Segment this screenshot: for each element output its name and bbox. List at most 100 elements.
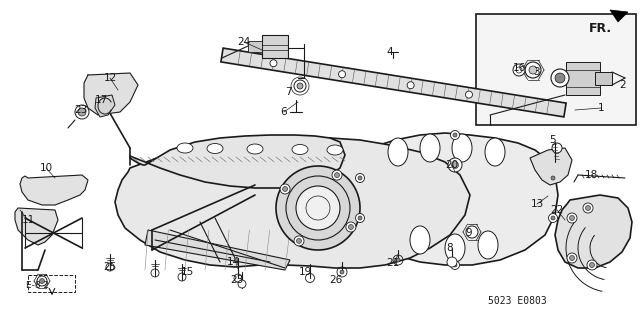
- Circle shape: [570, 256, 575, 261]
- Circle shape: [358, 176, 362, 180]
- Text: 18: 18: [584, 170, 598, 180]
- Circle shape: [396, 258, 400, 262]
- Ellipse shape: [207, 144, 223, 153]
- Circle shape: [525, 62, 541, 78]
- Polygon shape: [221, 48, 566, 117]
- Circle shape: [451, 261, 460, 270]
- Text: FR.: FR.: [588, 22, 612, 35]
- Ellipse shape: [247, 144, 263, 154]
- Circle shape: [296, 186, 340, 230]
- Polygon shape: [595, 72, 612, 85]
- Polygon shape: [262, 35, 288, 58]
- Ellipse shape: [292, 145, 308, 154]
- Text: 23: 23: [74, 105, 88, 115]
- Circle shape: [551, 176, 555, 180]
- Circle shape: [339, 71, 346, 78]
- Circle shape: [355, 213, 365, 222]
- Polygon shape: [20, 175, 88, 205]
- Circle shape: [551, 216, 555, 220]
- Circle shape: [589, 263, 595, 268]
- Circle shape: [75, 105, 89, 119]
- Circle shape: [283, 187, 287, 191]
- Circle shape: [466, 226, 478, 238]
- Ellipse shape: [420, 134, 440, 162]
- Circle shape: [346, 222, 356, 232]
- Circle shape: [37, 276, 47, 286]
- Text: 11: 11: [21, 215, 35, 225]
- Text: 5023 E0803: 5023 E0803: [488, 296, 547, 306]
- Circle shape: [335, 173, 339, 178]
- Text: 14: 14: [227, 257, 239, 267]
- Text: 22: 22: [550, 205, 564, 215]
- Circle shape: [407, 82, 414, 89]
- Circle shape: [348, 225, 353, 229]
- Ellipse shape: [327, 145, 343, 155]
- Ellipse shape: [410, 226, 430, 254]
- Text: 9: 9: [466, 228, 472, 238]
- Circle shape: [270, 60, 277, 67]
- Circle shape: [451, 161, 458, 168]
- Circle shape: [583, 203, 593, 213]
- Circle shape: [276, 166, 360, 250]
- Circle shape: [465, 91, 472, 98]
- Ellipse shape: [485, 138, 505, 166]
- Circle shape: [238, 280, 246, 288]
- Circle shape: [340, 270, 344, 274]
- Polygon shape: [348, 133, 558, 265]
- Text: 7: 7: [285, 87, 291, 97]
- Circle shape: [40, 278, 45, 284]
- Circle shape: [555, 73, 565, 83]
- Text: 24: 24: [237, 37, 251, 47]
- Circle shape: [294, 236, 304, 246]
- Circle shape: [332, 170, 342, 180]
- Circle shape: [513, 64, 525, 76]
- Text: 15: 15: [180, 267, 194, 277]
- Circle shape: [587, 260, 597, 270]
- Text: 1: 1: [598, 103, 604, 113]
- Text: 17: 17: [94, 95, 108, 105]
- Polygon shape: [555, 195, 632, 268]
- Text: 25: 25: [104, 262, 116, 272]
- Circle shape: [548, 174, 557, 182]
- Circle shape: [453, 263, 457, 267]
- Text: 2: 2: [620, 80, 627, 90]
- Circle shape: [280, 184, 290, 194]
- Text: 16: 16: [513, 63, 525, 73]
- Text: 3: 3: [532, 67, 540, 77]
- Text: 26: 26: [330, 275, 342, 285]
- Text: 13: 13: [531, 199, 543, 209]
- Circle shape: [551, 69, 569, 87]
- Ellipse shape: [452, 134, 472, 162]
- Text: 10: 10: [40, 163, 52, 173]
- Ellipse shape: [445, 234, 465, 262]
- Circle shape: [447, 257, 457, 267]
- Polygon shape: [95, 95, 115, 117]
- Polygon shape: [530, 148, 572, 185]
- Text: 4: 4: [387, 47, 394, 57]
- Circle shape: [567, 253, 577, 263]
- Circle shape: [451, 130, 460, 139]
- Polygon shape: [15, 208, 58, 245]
- Text: 5: 5: [548, 135, 556, 145]
- Polygon shape: [115, 138, 470, 268]
- Circle shape: [358, 216, 362, 220]
- Circle shape: [567, 213, 577, 223]
- Circle shape: [453, 133, 457, 137]
- Text: 21: 21: [387, 258, 399, 268]
- Circle shape: [296, 238, 301, 243]
- Ellipse shape: [478, 231, 498, 259]
- Polygon shape: [566, 62, 600, 95]
- Polygon shape: [476, 14, 636, 125]
- Circle shape: [570, 216, 575, 220]
- Text: 6: 6: [281, 107, 287, 117]
- Text: 12: 12: [104, 73, 116, 83]
- Circle shape: [294, 80, 306, 92]
- Text: E-8 2: E-8 2: [26, 280, 49, 290]
- Circle shape: [529, 66, 537, 74]
- Text: 23: 23: [230, 275, 244, 285]
- Polygon shape: [145, 230, 290, 270]
- Circle shape: [297, 83, 303, 89]
- Circle shape: [448, 158, 462, 172]
- Circle shape: [548, 213, 557, 222]
- Polygon shape: [130, 135, 345, 188]
